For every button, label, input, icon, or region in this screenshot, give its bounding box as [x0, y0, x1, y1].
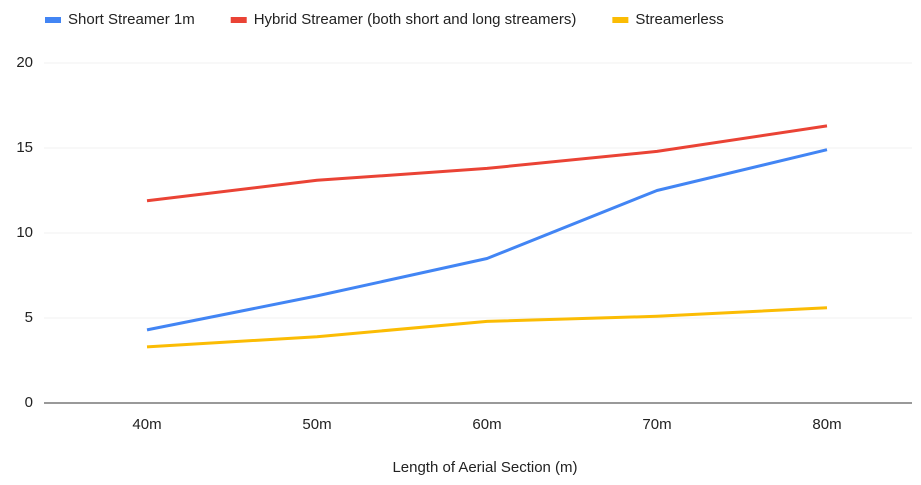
- y-tick-label: 20: [16, 54, 33, 71]
- x-tick-label: 40m: [132, 416, 161, 433]
- y-tick-label: 0: [25, 394, 33, 411]
- x-tick-label: 80m: [812, 416, 841, 433]
- x-tick-label: 70m: [642, 416, 671, 433]
- legend-swatch: [45, 17, 61, 23]
- y-tick-label: 5: [25, 309, 33, 326]
- x-axis-title: Length of Aerial Section (m): [392, 459, 577, 476]
- series-line: [146, 124, 828, 203]
- x-tick-label: 50m: [302, 416, 331, 433]
- legend-label: Short Streamer 1m: [68, 11, 195, 28]
- y-tick-label: 15: [16, 139, 33, 156]
- series-line: [146, 306, 828, 349]
- x-tick-label: 60m: [472, 416, 501, 433]
- y-tick-label: 10: [16, 224, 33, 241]
- legend-swatch: [612, 17, 629, 23]
- legend-swatch: [230, 17, 247, 23]
- series-line: [146, 148, 828, 332]
- legend-label: Hybrid Streamer (both short and long str…: [254, 11, 577, 28]
- legend-label: Streamerless: [635, 11, 723, 28]
